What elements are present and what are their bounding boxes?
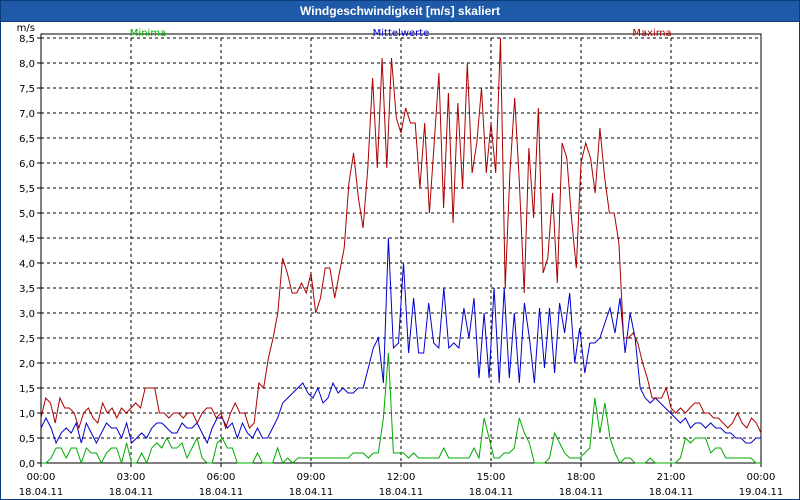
x-tick-date: 19.04.11 (739, 487, 784, 498)
x-tick-date: 18.04.11 (559, 487, 604, 498)
y-tick-label: 8,5 (19, 34, 35, 45)
y-tick-label: 2,0 (19, 359, 35, 370)
y-tick-label: 8,0 (19, 59, 35, 70)
legend-minima: Minima (130, 28, 166, 39)
x-tick-date: 18.04.11 (379, 487, 424, 498)
x-tick-time: 15:00 (477, 472, 506, 483)
y-tick-label: 7,5 (19, 84, 35, 95)
x-tick-time: 12:00 (387, 472, 416, 483)
y-tick-label: 4,5 (19, 234, 35, 245)
y-tick-label: 3,5 (19, 284, 35, 295)
legend-maxima: Maxima (632, 28, 671, 39)
y-tick-label: 3,0 (19, 309, 35, 320)
y-tick-label: 2,5 (19, 334, 35, 345)
y-tick-label: 0,5 (19, 434, 35, 445)
y-tick-label: 6,0 (19, 159, 35, 170)
x-tick-time: 00:00 (27, 472, 56, 483)
x-tick-date: 18.04.11 (649, 487, 694, 498)
legend: Minima Mittelwerte Maxima (130, 28, 672, 39)
x-tick-date: 18.04.11 (469, 487, 514, 498)
x-tick-time: 06:00 (207, 472, 236, 483)
y-tick-label: 1,5 (19, 384, 35, 395)
mittelwerte-line (40, 237, 761, 445)
y-tick-label: 5,0 (19, 209, 35, 220)
x-tick-time: 03:00 (117, 472, 146, 483)
x-tick-time: 21:00 (657, 472, 686, 483)
maxima-line (40, 37, 762, 434)
y-tick-label: 1,0 (19, 409, 35, 420)
x-tick-date: 18.04.11 (289, 487, 334, 498)
y-axis-label: m/s (17, 23, 35, 34)
x-tick-time: 18:00 (567, 472, 596, 483)
series-lines (40, 37, 762, 465)
grid (41, 37, 761, 463)
x-tick-date: 18.04.11 (19, 487, 64, 498)
y-tick-label: 4,0 (19, 259, 35, 270)
x-tick-date: 18.04.11 (109, 487, 154, 498)
x-tick-date: 18.04.11 (199, 487, 244, 498)
y-tick-label: 5,5 (19, 184, 35, 195)
axes (37, 33, 762, 467)
plot-frame (40, 33, 762, 464)
chart-title: Windgeschwindigkeit [m/s] skaliert (1, 1, 799, 22)
minima-line (41, 352, 761, 465)
wind-speed-chart: 0,0 0,5 1,0 1,5 2,0 2,5 3,0 3,5 4,0 4,5 5,0 5,5 6,0 6… (17, 23, 784, 498)
y-tick-label: 7,0 (19, 109, 35, 120)
x-tick-time: 00:00 (747, 472, 776, 483)
y-tick-labels: 0,0 0,5 1,0 1,5 2,0 2,5 3,0 3,5 4,0 4,5 5,0 5,5 6,0 6… (17, 23, 35, 470)
x-tick-time: 09:00 (297, 472, 326, 483)
legend-mittelwerte: Mittelwerte (373, 28, 430, 39)
x-tick-labels: 00:00 18.04.11 03:00 18.04.11 06:00 18.04.11 0… (19, 472, 784, 498)
y-tick-label: 0,0 (19, 459, 35, 470)
y-tick-label: 6,5 (19, 134, 35, 145)
